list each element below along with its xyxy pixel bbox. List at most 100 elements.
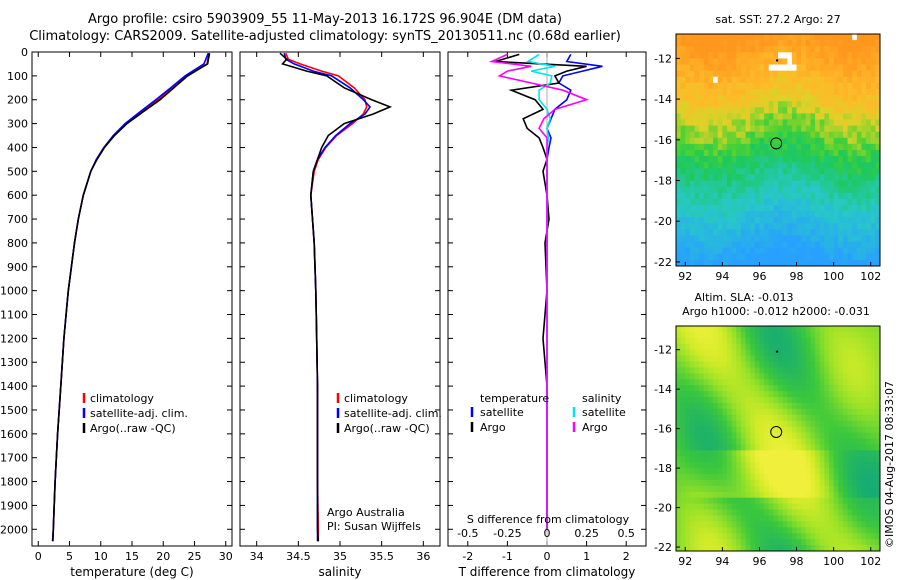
- map-cell: [750, 107, 756, 114]
- map-cell: [815, 137, 821, 145]
- map-cell: [703, 186, 709, 194]
- map-cell: [685, 82, 691, 90]
- map-cell: [791, 137, 798, 145]
- map-cell: [842, 326, 849, 333]
- map-cell: [870, 426, 876, 434]
- map-cell: [819, 174, 825, 182]
- map-cell: [685, 539, 691, 546]
- map-cell: [764, 82, 770, 90]
- map-cell: [727, 76, 733, 84]
- map-cell: [685, 438, 691, 445]
- map-cell: [875, 539, 881, 546]
- map-cell: [824, 503, 830, 511]
- map-cell: [727, 235, 733, 243]
- map-cell: [791, 211, 798, 218]
- map-cell: [842, 479, 849, 487]
- map-cell: [717, 385, 723, 392]
- map-cell: [819, 88, 825, 96]
- map-cell: [713, 331, 719, 339]
- map-cell: [699, 204, 705, 212]
- map-cell: [861, 367, 867, 374]
- map-cell: [689, 521, 696, 528]
- map-cell: [787, 545, 793, 552]
- map-cell: [680, 420, 686, 428]
- map-cell: [685, 70, 691, 78]
- map-cell: [847, 539, 853, 546]
- map-cell: [838, 211, 844, 218]
- map-cell: [759, 402, 765, 410]
- map-cell: [764, 211, 770, 218]
- map-cell: [815, 143, 821, 151]
- map-cell: [810, 402, 816, 410]
- map-cell: [796, 497, 802, 505]
- map-cell: [773, 137, 779, 145]
- map-cell: [731, 456, 737, 463]
- map-cell: [833, 101, 839, 108]
- map-cell: [689, 192, 696, 200]
- map-cell: [727, 204, 733, 212]
- map-cell: [713, 385, 719, 392]
- map-cell: [736, 503, 742, 511]
- map-cell: [740, 180, 747, 188]
- map-cell: [689, 34, 696, 41]
- map-cell: [796, 162, 802, 169]
- map-cell: [810, 192, 816, 200]
- map-cell: [768, 162, 774, 169]
- map-cell: [810, 349, 816, 357]
- map-cell: [810, 137, 816, 145]
- map-cell: [754, 367, 760, 374]
- map-cell: [833, 509, 839, 516]
- map-cell: [708, 34, 714, 41]
- map-cell: [727, 34, 733, 41]
- map-cell: [759, 331, 765, 339]
- map-cell: [847, 229, 853, 236]
- map-cell: [824, 211, 830, 218]
- map-cell: [810, 52, 816, 59]
- map-cell: [847, 235, 853, 243]
- map-cell: [833, 485, 839, 493]
- map-cell: [824, 456, 830, 463]
- map-cell: [875, 497, 881, 505]
- map-cell: [685, 349, 691, 357]
- map-cell: [759, 168, 765, 175]
- map-cell: [819, 426, 825, 434]
- map-cell: [694, 113, 700, 120]
- map-cell: [685, 373, 691, 380]
- map-cell: [856, 58, 862, 66]
- map-cell: [842, 385, 849, 392]
- map-cell: [778, 180, 784, 188]
- map-cell: [773, 40, 779, 47]
- map-cell: [875, 70, 881, 78]
- map-cell: [703, 343, 709, 351]
- map-cell: [815, 229, 821, 236]
- map-cell: [852, 438, 858, 445]
- map-cell: [713, 438, 719, 445]
- map-cell: [689, 58, 696, 66]
- map-cell: [875, 361, 881, 368]
- map-cell: [694, 337, 700, 345]
- map-cell: [778, 397, 784, 404]
- map-cell: [754, 156, 760, 163]
- map-cell: [838, 40, 844, 47]
- map-cell: [852, 192, 858, 200]
- map-cell: [731, 95, 737, 102]
- map-cell: [680, 408, 686, 416]
- figure-title-line1: Argo profile: csiro 5903909_55 11-May-20…: [88, 12, 562, 27]
- map-cell: [838, 521, 844, 528]
- map-cell: [689, 462, 696, 469]
- map-cell: [861, 402, 867, 410]
- map-cell: [791, 192, 798, 200]
- map-cell: [722, 46, 728, 53]
- map-cell: [745, 503, 751, 511]
- map-cell: [759, 515, 765, 522]
- map-cell: [801, 462, 807, 469]
- map-cell: [852, 119, 858, 127]
- map-cell: [694, 137, 700, 145]
- map-cell: [768, 211, 774, 218]
- map-cell: [685, 119, 691, 127]
- map-cell: [703, 82, 709, 90]
- map-cell: [722, 432, 728, 439]
- map-cell: [727, 438, 733, 445]
- map-cell: [847, 331, 853, 339]
- map-cell: [796, 468, 802, 475]
